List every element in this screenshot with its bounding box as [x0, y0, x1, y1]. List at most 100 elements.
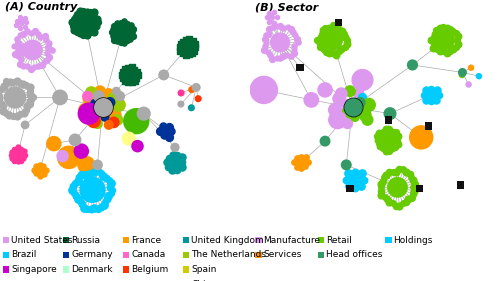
Point	[20, 149, 28, 153]
Point	[72, 194, 80, 198]
Point	[302, 155, 310, 160]
Point	[0, 83, 8, 88]
Point	[318, 31, 326, 36]
Point	[322, 25, 330, 30]
Point	[10, 79, 18, 84]
Point	[475, 74, 483, 78]
Point	[402, 200, 410, 204]
Point	[6, 80, 14, 84]
Point	[0, 99, 2, 103]
Point	[428, 38, 436, 42]
Point	[360, 178, 368, 182]
Point	[41, 34, 49, 38]
Point	[376, 189, 384, 193]
Point	[344, 171, 352, 175]
Point	[110, 24, 118, 28]
Point	[74, 197, 82, 201]
Point	[177, 91, 185, 95]
Point	[293, 36, 301, 41]
Point	[188, 106, 196, 110]
Point	[301, 164, 309, 168]
Point	[435, 93, 443, 97]
Point	[356, 100, 364, 105]
Point	[12, 23, 20, 27]
Point	[82, 163, 90, 167]
Point	[18, 20, 25, 25]
Point	[14, 54, 22, 59]
Point	[358, 78, 366, 82]
Point	[432, 87, 440, 92]
Point	[313, 38, 321, 42]
Point	[87, 207, 95, 211]
Point	[83, 207, 91, 211]
Point	[20, 156, 28, 160]
Point	[42, 167, 50, 172]
Point	[88, 188, 96, 192]
Point	[0, 104, 7, 109]
Point	[334, 118, 342, 122]
Point	[427, 93, 435, 97]
Point	[10, 44, 18, 48]
Point	[177, 102, 185, 106]
Point	[84, 94, 92, 98]
Point	[404, 197, 412, 201]
Point	[376, 144, 384, 149]
Point	[21, 25, 29, 29]
Point	[105, 177, 113, 182]
Point	[24, 64, 32, 69]
Point	[34, 64, 42, 68]
Point	[431, 31, 439, 36]
Point	[317, 35, 325, 39]
Point	[120, 41, 128, 46]
Point	[8, 156, 16, 160]
Point	[188, 87, 196, 92]
Point	[458, 73, 466, 77]
Point	[21, 15, 29, 20]
Point	[294, 40, 302, 45]
Point	[346, 183, 354, 188]
Text: Russia: Russia	[71, 236, 100, 245]
Point	[110, 120, 118, 125]
Point	[417, 135, 425, 140]
Point	[0, 92, 2, 96]
Point	[27, 31, 35, 35]
Point	[343, 38, 351, 42]
Point	[48, 48, 56, 52]
Point	[7, 153, 15, 157]
Point	[378, 129, 386, 134]
Point	[408, 196, 416, 200]
Point	[325, 25, 333, 30]
Point	[90, 26, 98, 31]
Point	[164, 124, 172, 129]
Point	[94, 163, 102, 167]
Point	[442, 26, 450, 30]
Point	[358, 171, 366, 175]
Point	[406, 171, 413, 176]
Text: Belgium: Belgium	[131, 265, 168, 274]
Point	[194, 96, 202, 101]
Text: United States: United States	[11, 236, 72, 245]
Point	[316, 41, 324, 46]
Text: Canada: Canada	[131, 250, 165, 259]
Point	[171, 160, 179, 165]
Point	[44, 40, 52, 45]
Point	[102, 175, 110, 180]
Point	[392, 130, 400, 135]
Point	[91, 114, 99, 118]
Point	[128, 30, 136, 35]
Point	[17, 158, 25, 163]
Point	[378, 182, 386, 186]
Point	[32, 163, 40, 168]
Point	[70, 27, 78, 32]
Point	[102, 199, 110, 204]
Point	[467, 65, 475, 70]
Point	[90, 30, 98, 35]
Point	[276, 24, 284, 28]
Point	[130, 67, 138, 72]
Point	[13, 37, 21, 41]
Point	[192, 45, 200, 50]
Point	[108, 95, 116, 100]
Point	[120, 19, 128, 24]
Point	[261, 44, 269, 48]
Point	[121, 66, 129, 71]
